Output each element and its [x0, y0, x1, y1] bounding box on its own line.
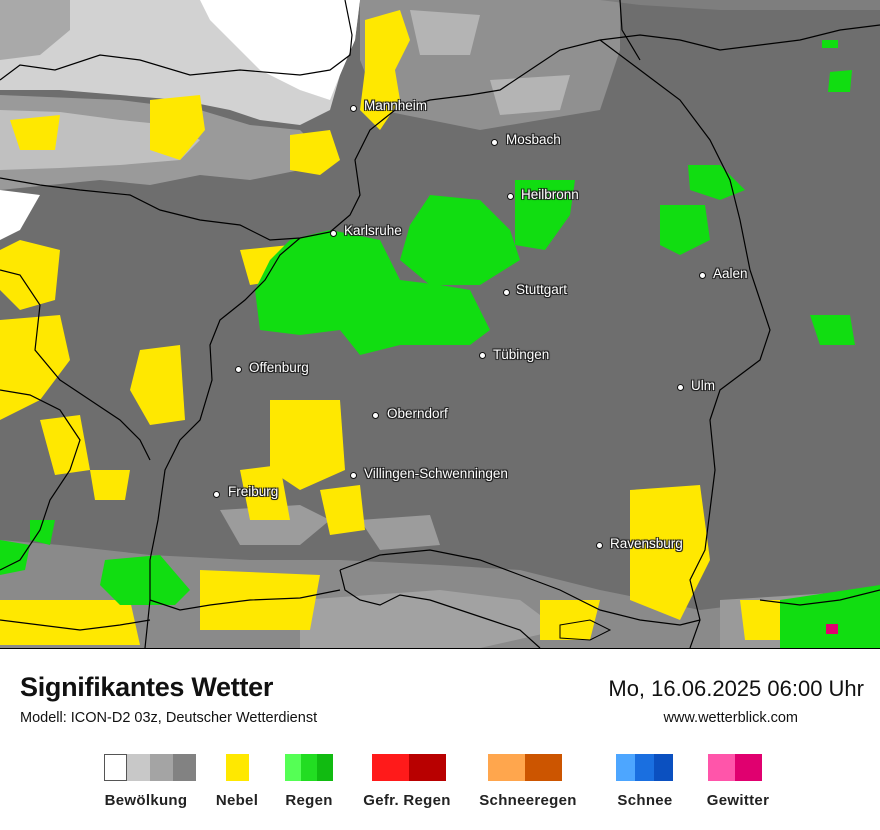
legend: Bewölkung Nebel Regen Gefr. Regen Schnee…: [0, 754, 880, 824]
legend-swatch: [616, 754, 635, 781]
city-label-ulm: Ulm: [691, 378, 715, 393]
border-lines: [0, 0, 880, 648]
legend-swatches-cloud: [104, 754, 196, 781]
city-label-ravensburg: Ravensburg: [610, 536, 683, 551]
legend-label-cloud: Bewölkung: [104, 792, 188, 809]
city-label-oberndorf: Oberndorf: [387, 406, 448, 421]
legend-swatch: [372, 754, 409, 781]
city-label-tuebingen: Tübingen: [493, 347, 550, 362]
legend-swatch: [735, 754, 762, 781]
city-label-karlsruhe: Karlsruhe: [344, 223, 402, 238]
legend-swatch: [488, 754, 525, 781]
city-dot: [213, 491, 220, 498]
legend-label-fog: Nebel: [215, 792, 259, 809]
legend-swatch: [525, 754, 562, 781]
city-dot: [372, 412, 379, 419]
city-label-mannheim: Mannheim: [364, 98, 428, 113]
map-title: Signifikantes Wetter: [20, 672, 274, 702]
legend-label-freezing-rain: Gefr. Regen: [363, 792, 451, 809]
legend-swatches-snow: [616, 754, 673, 781]
legend-swatch: [654, 754, 673, 781]
city-dot: [491, 139, 498, 146]
legend-swatch: [150, 754, 173, 781]
city-dot: [596, 542, 603, 549]
legend-swatches-fog: [226, 754, 249, 781]
city-label-aalen: Aalen: [713, 266, 748, 281]
city-dot: [350, 472, 357, 479]
city-dot: [677, 384, 684, 391]
legend-swatch: [708, 754, 735, 781]
legend-swatch: [301, 754, 317, 781]
city-label-heilbronn: Heilbronn: [521, 187, 579, 202]
city-dot: [699, 272, 706, 279]
legend-swatch: [285, 754, 301, 781]
legend-swatches-thunderstorm: [708, 754, 762, 781]
city-label-offenburg: Offenburg: [249, 360, 309, 375]
legend-swatch: [127, 754, 150, 781]
city-label-freiburg: Freiburg: [228, 484, 279, 499]
city-dot: [350, 105, 357, 112]
map-canvas: [0, 0, 880, 648]
model-info: Modell: ICON-D2 03z, Deutscher Wetterdie…: [20, 710, 318, 726]
legend-swatches-rain: [285, 754, 333, 781]
thunderstorm-cell: [826, 624, 838, 634]
city-label-villingen-schwenningen: Villingen-Schwenningen: [364, 466, 508, 481]
legend-swatches-sleet: [488, 754, 562, 781]
legend-swatch: [173, 754, 196, 781]
legend-label-thunderstorm: Gewitter: [706, 792, 770, 809]
legend-label-rain: Regen: [285, 792, 333, 809]
city-dot: [507, 193, 514, 200]
forecast-datetime: Mo, 16.06.2025 06:00 Uhr: [608, 676, 864, 701]
legend-swatch: [635, 754, 654, 781]
fog-layer: [0, 10, 810, 645]
weather-map: Mannheim Mosbach Heilbronn Karlsruhe Aal…: [0, 0, 880, 649]
city-label-mosbach: Mosbach: [506, 132, 561, 147]
city-label-stuttgart: Stuttgart: [516, 282, 568, 297]
city-dot: [479, 352, 486, 359]
legend-swatch: [104, 754, 127, 781]
legend-swatch: [409, 754, 446, 781]
legend-label-snow: Schnee: [617, 792, 673, 809]
city-dot: [235, 366, 242, 373]
website-link[interactable]: www.wetterblick.com: [663, 710, 798, 726]
city-dot: [330, 230, 337, 237]
lake-outline: [559, 619, 612, 641]
legend-swatch: [317, 754, 333, 781]
legend-swatches-freezing-rain: [372, 754, 446, 781]
legend-swatch: [226, 754, 249, 781]
rain-layer: [0, 40, 880, 648]
city-dot: [503, 289, 510, 296]
legend-label-sleet: Schneeregen: [479, 792, 577, 809]
